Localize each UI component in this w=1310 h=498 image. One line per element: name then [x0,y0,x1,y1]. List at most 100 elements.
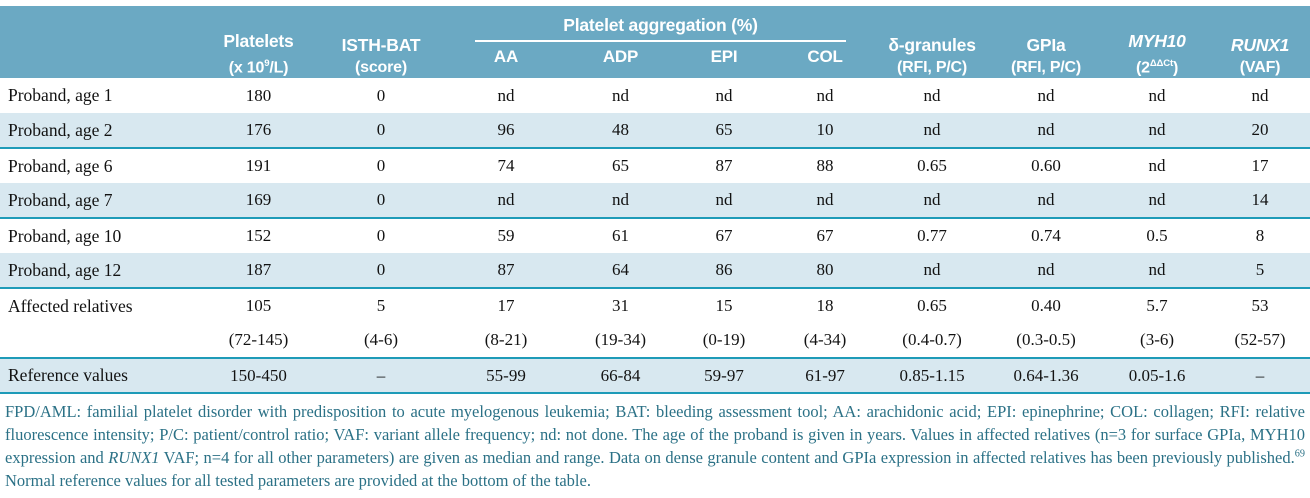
table-cell: nd [876,113,989,149]
table-cell: 59 [497,226,515,245]
table-cell: 152 [245,226,272,245]
table-cell: 0 [376,226,386,245]
row-label [0,323,200,359]
table-cell: 86 [674,253,774,289]
table-cell: 18 [816,296,834,315]
col-header-runx1-unit: (VAF) [1239,59,1281,76]
table-cell: (0.3-0.5) [988,323,1105,359]
table-cell: nd [988,183,1105,219]
table-cell: 31 [612,296,629,315]
table-cell: (0.4-0.7) [876,323,989,359]
table-cell: – [1210,358,1310,394]
table-cell: 20 [1210,113,1310,149]
table-cell: (3-6) [1104,323,1211,359]
col-group-aggregation-title: Platelet aggregation (%) [475,16,847,42]
table-cell: 0 [376,85,386,105]
table-cell: 67 [816,226,834,245]
table-cell: nd [612,85,629,105]
table-cell: nd [774,183,877,219]
table-cell: 88 [816,156,834,175]
table-cell: nd [1104,183,1211,219]
table-cell: nd [923,85,941,105]
table-cell: 65 [674,113,774,149]
table-cell: 0.5 [1146,226,1168,245]
table-cell: nd [567,183,674,219]
table-cell: 14 [1210,183,1310,219]
table-row: Reference values 150-450–55-99 66-84 59-97 6… [0,358,1310,394]
row-label: Proband, age 12 [0,253,200,289]
table-cell: nd [715,85,733,105]
table-cell: nd [816,85,834,105]
table-cell: 61-97 [774,358,877,394]
table-cell: (4-6) [317,323,445,359]
col-header-gpia-title: GPIa [1026,35,1066,55]
row-label: Proband, age 6 [8,155,113,176]
footnote-segment: Normal reference values for all tested p… [5,471,591,490]
footnote-segment: FPD/AML: familial platelet disorder with… [5,402,1305,467]
table-cell: 0.60 [1031,156,1061,175]
table-cell: 15 [715,296,733,315]
table-cell: nd [1104,253,1211,289]
header-row-1: Platelets (x 109/L) ISTH-BAT (score) Pla… [0,6,1310,78]
row-label: Proband, age 2 [0,113,200,149]
table-cell: 0 [317,183,445,219]
table-cell: 0.74 [1031,226,1061,245]
table-cell: 10 [774,113,877,149]
table-cell: 66-84 [567,358,674,394]
col-group-aggregation: Platelet aggregation (%) [445,6,877,44]
col-header-runx1-title: RUNX1 [1230,35,1290,55]
col-header-platelets-title: Platelets [223,30,294,51]
footnote-segment: VAF; n=4 for all other parameters) are g… [159,448,1295,467]
col-header-epi: EPI [674,44,774,78]
table-cell: 0 [317,253,445,289]
table-cell: 61 [612,226,629,245]
col-header-myh10-unit: (2ΔΔCt) [1136,57,1179,76]
table-cell: (19-34) [567,323,674,359]
col-header-runx1: RUNX1 (VAF) [1210,6,1310,78]
col-header-myh10: MYH10 (2ΔΔCt) [1104,6,1211,78]
table-cell: 48 [567,113,674,149]
footnote-segment: RUNX1 [108,448,160,467]
table-cell: 64 [567,253,674,289]
table-cell: 0.77 [917,226,947,245]
col-header-isth-title: ISTH-BAT [341,35,421,55]
row-label: Proband, age 7 [0,183,200,219]
col-header-platelets: Platelets (x 109/L) [200,6,317,78]
table-cell: 65 [612,156,629,175]
table-cell: 191 [245,156,272,175]
table-cell: – [317,358,445,394]
table-cell: 80 [774,253,877,289]
table-cell: nd [1148,156,1166,175]
table-cell: 0.05-1.6 [1104,358,1211,394]
table-cell: nd [988,253,1105,289]
col-header-isth-bat: ISTH-BAT (score) [317,6,445,78]
table-cell: 0.65 [917,296,947,315]
col-header-col: COL [774,44,877,78]
table-cell: nd [497,85,515,105]
table-cell: nd [674,183,774,219]
table-cell: 55-99 [445,358,567,394]
table-cell: 5 [376,296,386,315]
table-cell: 0 [376,156,386,175]
col-header-platelets-unit: (x 109/L) [228,57,289,76]
table-cell: 17 [1251,156,1269,175]
clinical-data-table: Platelets (x 109/L) ISTH-BAT (score) Pla… [0,6,1310,394]
col-header-gpia: GPIa (RFI, P/C) [988,6,1105,78]
table-cell: 5 [1210,253,1310,289]
table-cell: nd [1148,85,1166,105]
col-header-myh10-title: MYH10 [1128,30,1186,51]
table-cell: 169 [200,183,317,219]
corner-cell [0,6,200,78]
table-cell: 0.85-1.15 [876,358,989,394]
table-cell: 176 [200,113,317,149]
table-cell: (4-34) [774,323,877,359]
table-cell: nd [876,253,989,289]
table-cell: 0.40 [1031,296,1061,315]
table-row: Proband, age 1 180 0 nd nd nd nd nd nd nd nd [0,78,1310,113]
table-cell: 74 [497,156,515,175]
table-cell: 0.64-1.36 [988,358,1105,394]
